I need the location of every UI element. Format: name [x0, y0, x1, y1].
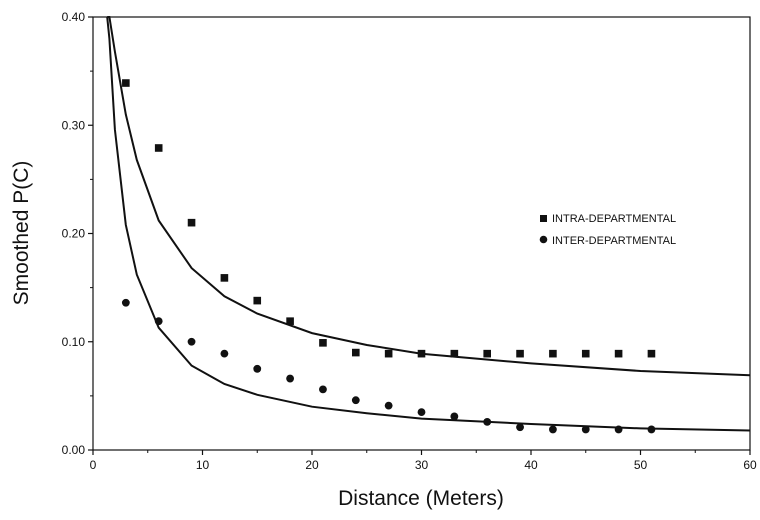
inter-point — [417, 408, 426, 417]
legend-label-intra: INTRA-DEPARTMENTAL — [552, 213, 676, 225]
intra-point — [581, 349, 590, 358]
intra-point — [154, 144, 163, 152]
fit-curve-1 — [107, 16, 751, 377]
intra-point — [187, 218, 196, 227]
inter-point — [220, 349, 229, 358]
y-axis-ticks: 0.00 0.10 0.20 0.30 0.40 — [62, 10, 93, 457]
x-tick-label: 40 — [524, 458, 538, 472]
fit-curves — [106, 16, 751, 432]
y-tick-label: 0.40 — [62, 10, 86, 24]
inter-point — [154, 317, 163, 326]
y-tick-label: 0.20 — [62, 227, 86, 241]
legend-label-inter: INTER-DEPARTMENTAL — [552, 235, 676, 247]
data-points — [121, 79, 656, 434]
intra-point — [450, 349, 459, 358]
inter-point — [121, 298, 130, 307]
inter-point — [319, 385, 327, 394]
x-tick-label: 20 — [305, 458, 319, 472]
inter-point — [581, 425, 590, 434]
x-tick-label: 60 — [743, 458, 757, 472]
x-axis-ticks: 0 10 20 30 40 50 60 — [90, 450, 757, 472]
legend-marker-intra — [540, 215, 547, 222]
x-tick-label: 10 — [196, 458, 210, 472]
plot-area — [92, 16, 751, 451]
inter-point — [516, 423, 524, 432]
intra-point — [483, 349, 491, 358]
inter-point — [450, 412, 459, 421]
legend-marker-inter — [539, 235, 548, 244]
inter-point — [286, 374, 294, 383]
intra-point — [352, 348, 360, 357]
x-axis-title: Distance (Meters) — [338, 487, 504, 510]
inter-point — [614, 425, 623, 434]
y-tick-label: 0.00 — [62, 443, 86, 457]
intra-point — [384, 349, 393, 358]
inter-point — [483, 417, 492, 426]
x-tick-label: 30 — [415, 458, 429, 472]
y-tick-label: 0.10 — [62, 335, 86, 349]
y-axis-title: Smoothed P(C) — [10, 161, 33, 306]
inter-point — [253, 364, 262, 373]
intra-point — [122, 79, 130, 87]
intra-point — [319, 339, 327, 347]
fit-curve-2 — [106, 16, 751, 432]
inter-point — [549, 425, 557, 434]
inter-point — [647, 425, 656, 434]
intra-point — [220, 274, 229, 282]
legend: INTRA-DEPARTMENTAL INTER-DEPARTMENTAL — [539, 213, 676, 247]
y-tick-label: 0.30 — [62, 118, 86, 132]
intra-point — [614, 349, 623, 358]
inter-point — [384, 401, 393, 410]
intra-point — [647, 349, 656, 358]
intra-point — [516, 349, 524, 358]
inter-point — [351, 396, 360, 405]
intra-point — [417, 349, 426, 358]
intra-point — [286, 317, 294, 325]
x-tick-label: 50 — [634, 458, 648, 472]
intra-point — [549, 349, 557, 358]
intra-point — [253, 296, 262, 305]
x-tick-label: 0 — [90, 458, 97, 472]
inter-point — [187, 337, 196, 346]
